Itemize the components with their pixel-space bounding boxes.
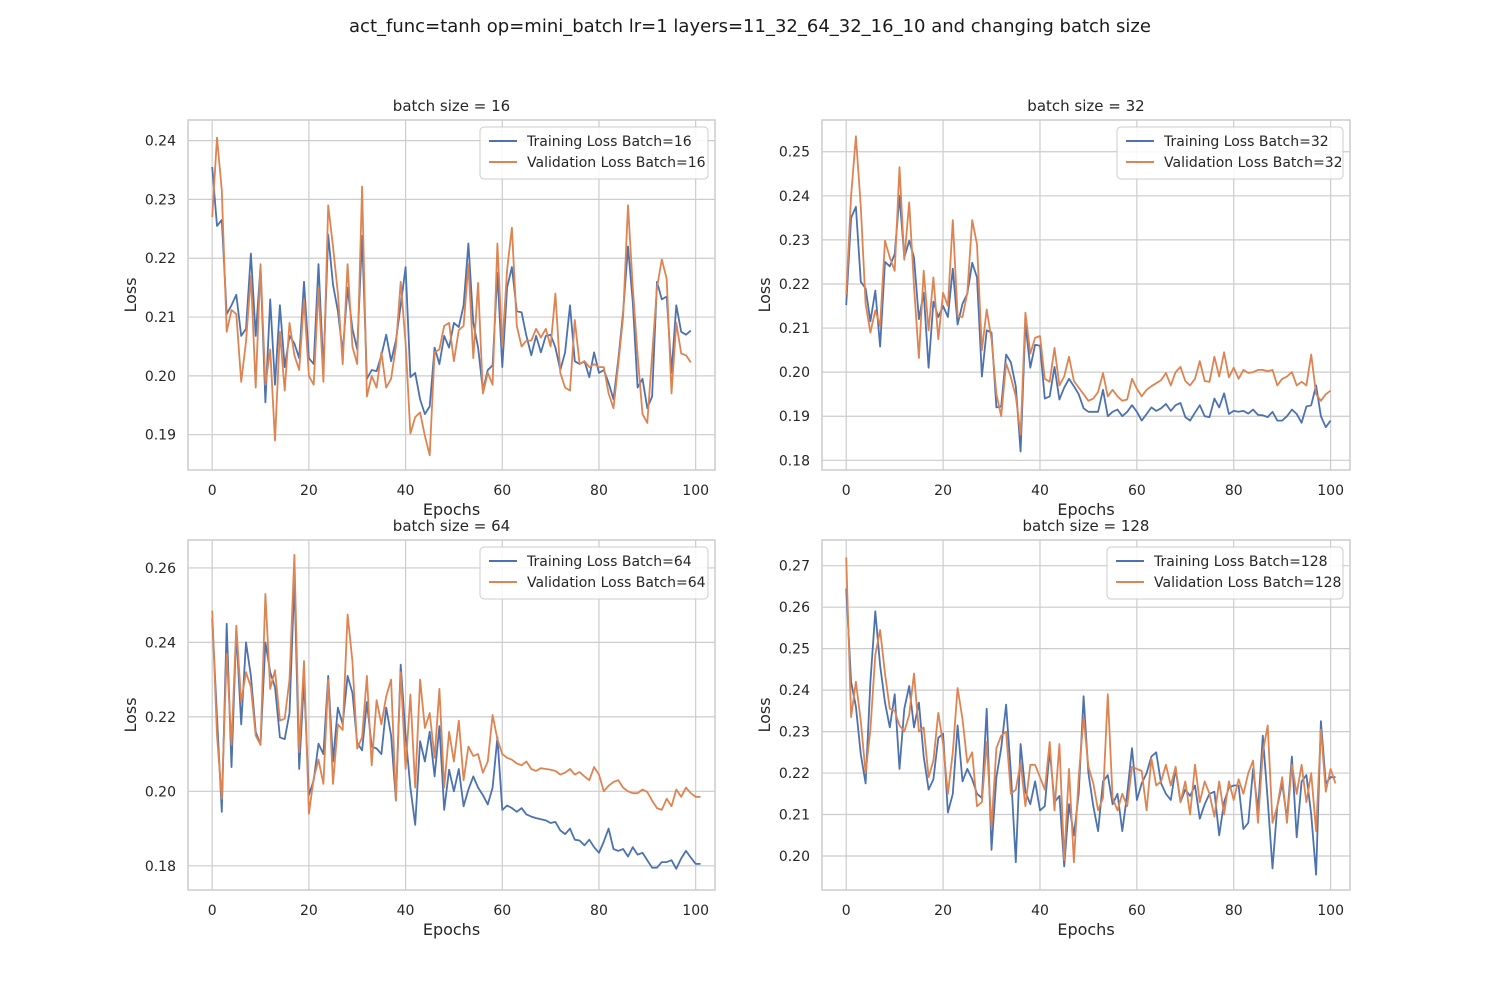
x-tick-label: 100 bbox=[1317, 483, 1344, 499]
y-tick-label: 0.21 bbox=[779, 808, 810, 824]
y-tick-label: 0.21 bbox=[779, 321, 810, 337]
x-tick-label: 0 bbox=[208, 483, 217, 499]
y-tick-label: 0.20 bbox=[145, 784, 176, 800]
x-axis-label: Epochs bbox=[1057, 920, 1114, 939]
training-loss-line bbox=[845, 194, 1332, 453]
figure-title: act_func=tanh op=mini_batch lr=1 layers=… bbox=[349, 16, 1151, 37]
y-axis-label: Loss bbox=[121, 697, 140, 732]
y-tick-label: 0.24 bbox=[779, 683, 810, 699]
x-tick-label: 100 bbox=[682, 483, 709, 499]
y-tick-label: 0.18 bbox=[779, 453, 810, 469]
legend-label: Validation Loss Batch=64 bbox=[527, 575, 706, 591]
x-tick-label: 80 bbox=[590, 903, 608, 919]
legend-box bbox=[479, 126, 709, 180]
legend: Training Loss Batch=64 Validation Loss Ba… bbox=[479, 546, 709, 600]
y-tick-label: 0.23 bbox=[779, 725, 810, 741]
x-tick-label: 60 bbox=[493, 483, 511, 499]
y-axis-label: Loss bbox=[755, 277, 774, 312]
y-tick-label: 0.24 bbox=[145, 134, 176, 150]
x-tick-label: 20 bbox=[300, 903, 318, 919]
legend: Training Loss Batch=128 Validation Loss B… bbox=[1106, 546, 1344, 600]
validation-loss-line bbox=[845, 557, 1337, 864]
legend-label: Training Loss Batch=128 bbox=[1153, 554, 1328, 570]
y-tick-label: 0.20 bbox=[145, 369, 176, 385]
y-tick-label: 0.24 bbox=[145, 635, 176, 651]
validation-loss-line bbox=[211, 136, 692, 457]
x-axis-label: Epochs bbox=[423, 920, 480, 939]
x-tick-label: 40 bbox=[397, 483, 415, 499]
y-tick-label: 0.26 bbox=[145, 561, 176, 577]
y-tick-label: 0.22 bbox=[779, 277, 810, 293]
y-tick-label: 0.23 bbox=[779, 233, 810, 249]
subplot-title: batch size = 16 bbox=[393, 97, 510, 115]
plot-frame bbox=[821, 119, 1351, 471]
y-tick-label: 0.19 bbox=[145, 428, 176, 444]
x-tick-label: 60 bbox=[1128, 903, 1146, 919]
x-tick-label: 60 bbox=[1128, 483, 1146, 499]
legend-label: Training Loss Batch=32 bbox=[1163, 134, 1329, 150]
y-tick-label: 0.26 bbox=[779, 600, 810, 616]
plot-frame bbox=[821, 539, 1351, 891]
x-tick-label: 100 bbox=[682, 903, 709, 919]
x-tick-label: 0 bbox=[842, 903, 851, 919]
x-tick-label: 40 bbox=[1031, 903, 1049, 919]
x-tick-label: 20 bbox=[934, 483, 952, 499]
x-axis-label: Epochs bbox=[423, 500, 480, 519]
legend-box bbox=[1116, 126, 1344, 180]
x-tick-label: 40 bbox=[1031, 483, 1049, 499]
y-tick-label: 0.25 bbox=[779, 642, 810, 658]
plot-frame bbox=[187, 119, 716, 471]
x-tick-label: 0 bbox=[208, 903, 217, 919]
y-tick-label: 0.24 bbox=[779, 189, 810, 205]
y-tick-label: 0.23 bbox=[145, 192, 176, 208]
legend: Training Loss Batch=32 Validation Loss Ba… bbox=[1116, 126, 1344, 180]
y-tick-label: 0.21 bbox=[145, 310, 176, 326]
y-tick-label: 0.22 bbox=[145, 251, 176, 267]
y-tick-label: 0.22 bbox=[779, 766, 810, 782]
y-tick-label: 0.19 bbox=[779, 409, 810, 425]
legend-label: Training Loss Batch=64 bbox=[526, 554, 692, 570]
x-tick-label: 80 bbox=[1225, 903, 1243, 919]
legend: Training Loss Batch=16 Validation Loss Ba… bbox=[479, 126, 709, 180]
x-axis-label: Epochs bbox=[1057, 500, 1114, 519]
subplot-title: batch size = 128 bbox=[1023, 517, 1150, 535]
y-tick-label: 0.20 bbox=[779, 365, 810, 381]
x-tick-label: 20 bbox=[934, 903, 952, 919]
legend-label: Training Loss Batch=16 bbox=[526, 134, 692, 150]
x-tick-label: 40 bbox=[397, 903, 415, 919]
y-tick-label: 0.20 bbox=[779, 849, 810, 865]
legend-label: Validation Loss Batch=32 bbox=[1164, 155, 1343, 171]
validation-loss-line bbox=[845, 135, 1332, 436]
x-tick-label: 80 bbox=[1225, 483, 1243, 499]
legend-box bbox=[479, 546, 709, 600]
legend-label: Validation Loss Batch=128 bbox=[1154, 575, 1341, 591]
legend-label: Validation Loss Batch=16 bbox=[527, 155, 706, 171]
x-tick-label: 0 bbox=[842, 483, 851, 499]
x-tick-label: 100 bbox=[1317, 903, 1344, 919]
x-tick-label: 20 bbox=[300, 483, 318, 499]
y-tick-label: 0.18 bbox=[145, 859, 176, 875]
subplot-title: batch size = 32 bbox=[1027, 97, 1144, 115]
y-axis-label: Loss bbox=[755, 697, 774, 732]
x-tick-label: 80 bbox=[590, 483, 608, 499]
training-loss-line bbox=[211, 578, 701, 870]
y-axis-label: Loss bbox=[121, 277, 140, 312]
y-tick-label: 0.25 bbox=[779, 145, 810, 161]
y-tick-label: 0.22 bbox=[145, 710, 176, 726]
x-tick-label: 60 bbox=[493, 903, 511, 919]
y-tick-label: 0.27 bbox=[779, 559, 810, 575]
validation-loss-line bbox=[211, 554, 701, 815]
legend-box bbox=[1106, 546, 1344, 600]
subplot-title: batch size = 64 bbox=[393, 517, 510, 535]
plot-frame bbox=[187, 539, 716, 891]
